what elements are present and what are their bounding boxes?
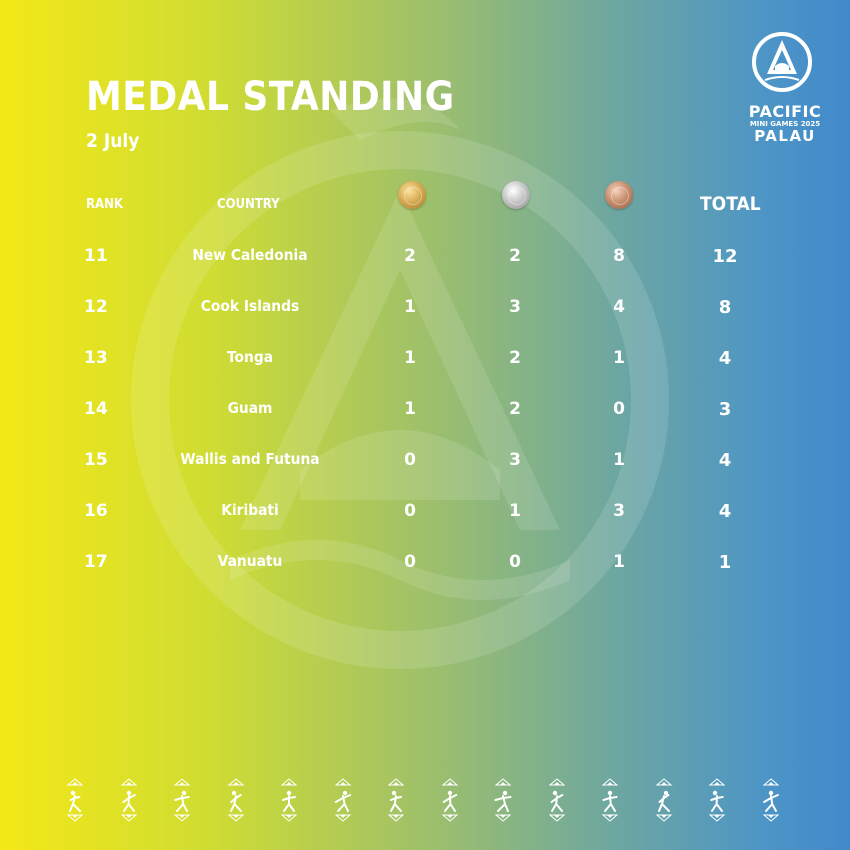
surfing-icon — [435, 776, 465, 824]
baseball-icon — [542, 776, 572, 824]
gold-count: 0 — [404, 501, 416, 521]
table-row: 13 Tonga 1 2 1 4 — [0, 348, 850, 372]
gold-count: 2 — [404, 246, 416, 266]
header-country: COUNTRY — [217, 197, 280, 212]
archery-icon — [60, 776, 90, 824]
silver-count: 2 — [509, 246, 521, 266]
table-tennis-icon — [381, 776, 411, 824]
sport-pictograms-row — [60, 776, 800, 824]
athletics-icon — [114, 776, 144, 824]
rank-cell: 11 — [84, 246, 108, 266]
total-count: 8 — [718, 297, 732, 318]
total-count: 4 — [718, 450, 732, 471]
gold-count: 1 — [404, 399, 416, 419]
football-icon — [649, 776, 679, 824]
country-cell: Guam — [227, 399, 273, 417]
rank-cell: 12 — [84, 297, 108, 317]
bronze-count: 8 — [613, 246, 625, 266]
date-subtitle: 2 July — [86, 130, 140, 152]
bronze-count: 3 — [613, 501, 625, 521]
rank-cell: 14 — [84, 399, 108, 419]
silver-count: 3 — [509, 450, 521, 470]
table-row: 17 Vanuatu 0 0 1 1 — [0, 552, 850, 576]
pacific-mini-games-logo: PACIFIC MINI GAMES 2025 PALAU — [745, 30, 825, 150]
volleyball-icon — [221, 776, 251, 824]
rank-cell: 13 — [84, 348, 108, 368]
table-row: 14 Guam 1 2 0 3 — [0, 399, 850, 423]
total-count: 4 — [718, 501, 732, 522]
gold-count: 0 — [404, 552, 416, 572]
logo-text-pacific: PACIFIC — [748, 102, 822, 121]
rank-cell: 16 — [84, 501, 108, 521]
sailing-icon — [702, 776, 732, 824]
gold-medal-icon — [398, 181, 426, 209]
header-total: TOTAL — [700, 193, 761, 215]
va'a-icon — [595, 776, 625, 824]
header-rank: RANK — [86, 197, 123, 212]
logo-text-mini-games: MINI GAMES 2025 — [749, 120, 821, 128]
silver-count: 2 — [509, 348, 521, 368]
country-cell: Cook Islands — [200, 297, 300, 315]
silver-medal-icon — [502, 181, 530, 209]
table-row: 15 Wallis and Futuna 0 3 1 4 — [0, 450, 850, 474]
cycling-icon — [167, 776, 197, 824]
swimming-icon — [274, 776, 304, 824]
tennis-icon — [488, 776, 518, 824]
silver-count: 1 — [509, 501, 521, 521]
silver-count: 0 — [509, 552, 521, 572]
country-cell: Wallis and Futuna — [180, 450, 320, 468]
total-count: 4 — [718, 348, 732, 369]
table-row: 16 Kiribati 0 1 3 4 — [0, 501, 850, 525]
country-cell: Tonga — [226, 348, 274, 366]
page-title: MEDAL STANDING — [86, 74, 455, 120]
table-row: 11 New Caledonia 2 2 8 12 — [0, 246, 850, 270]
bronze-count: 1 — [613, 348, 625, 368]
gold-count: 1 — [404, 297, 416, 317]
table-row: 12 Cook Islands 1 3 4 8 — [0, 297, 850, 321]
country-cell: Kiribati — [221, 501, 279, 519]
rank-cell: 17 — [84, 552, 108, 572]
bronze-medal-icon — [605, 181, 633, 209]
country-cell: Vanuatu — [217, 552, 283, 570]
silver-count: 3 — [509, 297, 521, 317]
bronze-count: 0 — [613, 399, 625, 419]
bronze-count: 1 — [613, 552, 625, 572]
weightlifting-icon — [328, 776, 358, 824]
total-count: 1 — [718, 552, 732, 573]
country-cell: New Caledonia — [192, 246, 308, 264]
rank-cell: 15 — [84, 450, 108, 470]
gold-count: 0 — [404, 450, 416, 470]
total-count: 12 — [712, 246, 738, 267]
wrestling-icon — [756, 776, 786, 824]
bronze-count: 4 — [613, 297, 625, 317]
silver-count: 2 — [509, 399, 521, 419]
logo-emblem-icon — [752, 32, 812, 92]
gold-count: 1 — [404, 348, 416, 368]
logo-text-palau: PALAU — [754, 127, 816, 145]
bronze-count: 1 — [613, 450, 625, 470]
total-count: 3 — [718, 399, 732, 420]
